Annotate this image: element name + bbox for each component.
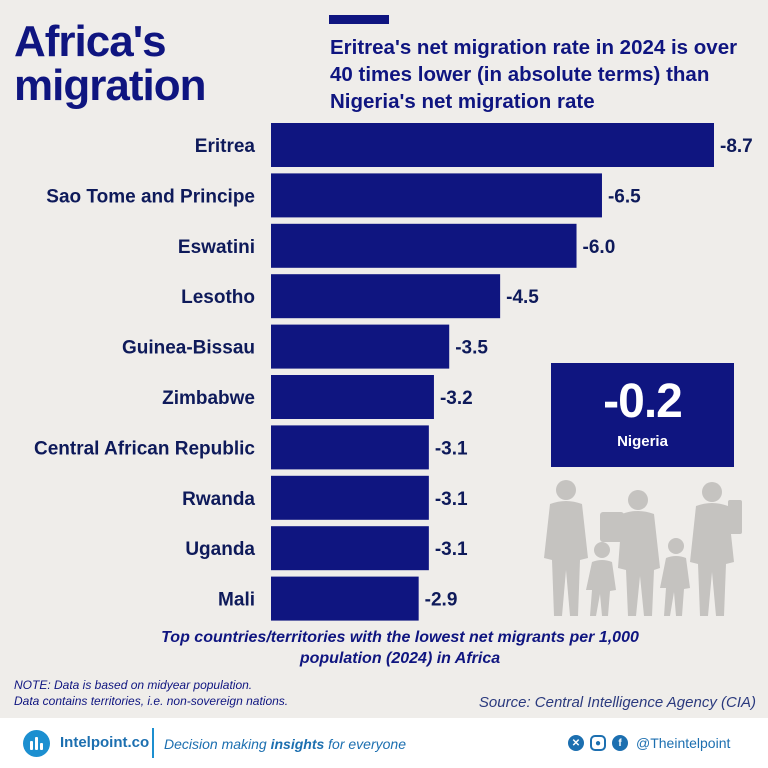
tagline-pre: Decision making	[164, 736, 271, 752]
category-label: Sao Tome and Principe	[46, 186, 255, 207]
bar-rwanda	[271, 475, 429, 520]
value-label: -6.0	[583, 237, 616, 258]
footer: Intelpoint.co Decision making insights f…	[0, 718, 768, 768]
value-label: -8.7	[720, 136, 753, 157]
value-label: -4.5	[506, 287, 539, 308]
category-label: Guinea-Bissau	[122, 338, 255, 359]
bar-eritrea	[271, 123, 714, 167]
value-label: -2.9	[425, 590, 458, 611]
bar-guinea-bissau	[271, 324, 450, 369]
nigeria-callout: -0.2 Nigeria	[551, 363, 734, 467]
tagline-bold: insights	[270, 736, 325, 752]
intelpoint-logo-icon	[23, 730, 50, 757]
category-label: Central African Republic	[34, 438, 255, 459]
social-handle[interactable]: @Theintelpoint	[636, 735, 731, 751]
category-label: Rwanda	[182, 489, 255, 510]
category-label: Eswatini	[178, 237, 255, 258]
value-label: -3.1	[435, 539, 468, 560]
x-icon[interactable]: ✕	[568, 735, 584, 751]
bar-chart: Eritrea -8.7 Sao Tome and Principe -6.5 Eswa…	[34, 123, 753, 621]
bar-sao-tome-and-principe	[271, 173, 602, 218]
bar-eswatini	[271, 223, 577, 268]
note-line-1: NOTE: Data is based on midyear populatio…	[14, 678, 253, 692]
value-label: -3.2	[440, 388, 473, 409]
note-line-2: Data contains territories, i.e. non-sove…	[14, 694, 289, 708]
source-text: Source: Central Intelligence Agency (CIA…	[478, 694, 756, 711]
bar-mali	[271, 576, 419, 621]
value-label: -3.1	[435, 438, 468, 459]
value-label: -3.5	[455, 338, 488, 359]
caption-line-2: population (2024) in Africa	[299, 650, 501, 667]
chart-caption: Top countries/territories with the lowes…	[100, 627, 700, 669]
family-silhouette-icon	[544, 480, 742, 616]
page-title: Africa's migration	[14, 17, 206, 110]
tagline: Decision making insights for everyone	[164, 736, 406, 752]
subtitle: Eritrea's net migration rate in 2024 is …	[330, 36, 738, 113]
category-label: Mali	[218, 590, 255, 611]
accent-bar	[329, 15, 389, 24]
bar-uganda	[271, 526, 429, 571]
bar-central-african-republic	[271, 425, 429, 470]
caption-line-1: Top countries/territories with the lowes…	[161, 629, 639, 646]
title-line-2: migration	[14, 61, 206, 110]
category-label: Eritrea	[195, 136, 256, 157]
data-note: NOTE: Data is based on midyear populatio…	[14, 677, 288, 709]
tagline-post: for everyone	[324, 736, 406, 752]
instagram-icon[interactable]: ●	[590, 735, 606, 751]
category-label: Zimbabwe	[162, 388, 255, 409]
footer-divider	[152, 728, 154, 758]
callout-value: -0.2	[603, 375, 683, 428]
category-label: Lesotho	[181, 287, 255, 308]
callout-country: Nigeria	[617, 433, 668, 450]
brand-name[interactable]: Intelpoint.co	[60, 734, 150, 751]
value-label: -3.1	[435, 489, 468, 510]
bar-zimbabwe	[271, 375, 434, 419]
facebook-icon[interactable]: f	[612, 735, 628, 751]
category-label: Uganda	[185, 539, 255, 560]
value-label: -6.5	[608, 186, 641, 207]
bar-lesotho	[271, 274, 501, 319]
social-links: ✕ ● f @Theintelpoint	[568, 732, 730, 754]
title-line-1: Africa's	[14, 17, 167, 66]
